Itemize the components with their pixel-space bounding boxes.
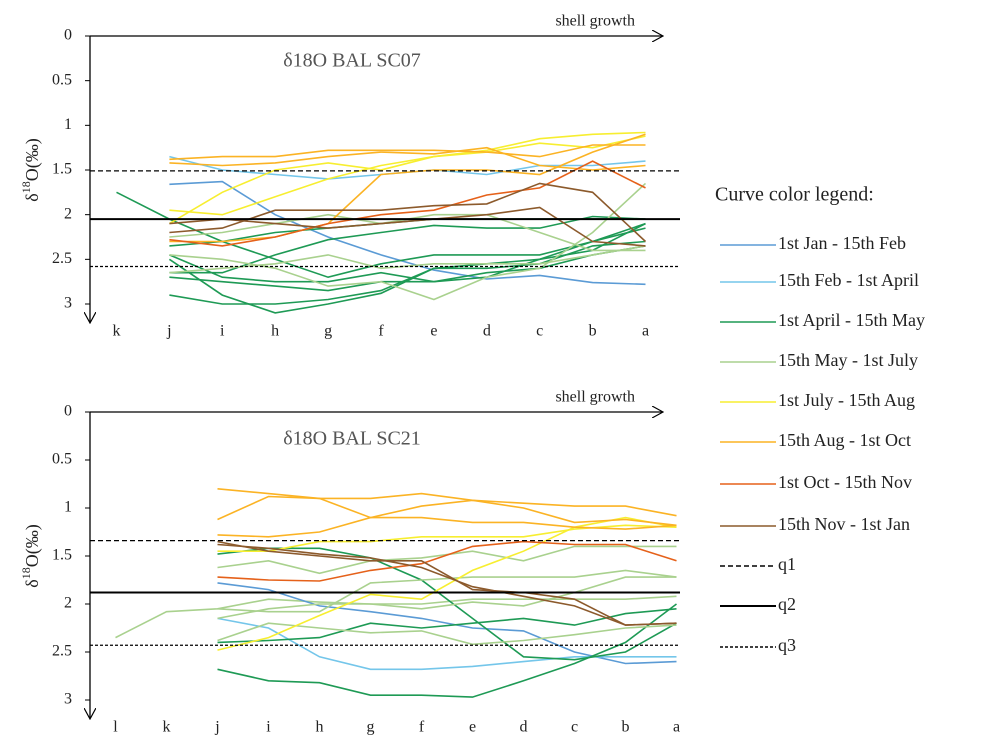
- series-line: [217, 495, 677, 527]
- y-tick-label: 1.5: [52, 547, 72, 564]
- series-line: [169, 182, 647, 301]
- series-line: [217, 516, 677, 651]
- series-line: [169, 240, 646, 305]
- y-label-sup: 18: [19, 567, 33, 579]
- x-tick-label: j: [214, 719, 219, 736]
- x-tick-label: i: [266, 719, 271, 736]
- series-line: [217, 547, 677, 661]
- series-line: [169, 160, 646, 247]
- legend-label: 1st Jan - 15th Feb: [778, 233, 906, 253]
- y-tick-label: 2.5: [52, 250, 72, 267]
- legend-label: 15th Nov - 1st Jan: [778, 514, 910, 534]
- y-axis-label: δ18O(‰): [19, 524, 43, 587]
- series-line: [115, 595, 677, 639]
- y-tick-label: 2: [64, 205, 72, 222]
- y-tick-label: 0.5: [52, 71, 72, 88]
- series-line: [217, 516, 677, 538]
- legend-label: 15th May - 1st July: [778, 350, 918, 370]
- y-tick-label: 1: [64, 499, 72, 516]
- legend-label: 1st July - 15th Aug: [778, 390, 915, 410]
- x-tick-label: d: [483, 323, 491, 340]
- legend-label: 15th Feb - 1st April: [778, 270, 919, 290]
- series-line: [217, 540, 677, 582]
- x-tick-label: f: [419, 719, 425, 736]
- x-tick-label: k: [112, 323, 120, 340]
- y-tick-label: 2.5: [52, 643, 72, 660]
- annotation: shell growth: [555, 13, 635, 30]
- x-tick-label: f: [378, 323, 384, 340]
- y-label-suffix: O(‰): [22, 138, 43, 181]
- chart-title: δ18O BAL SC07: [283, 50, 421, 72]
- legend-label: q3: [778, 635, 796, 655]
- series-line: [169, 245, 646, 283]
- x-tick-label: i: [220, 323, 225, 340]
- series-line: [169, 218, 646, 247]
- y-label-sup: 18: [19, 181, 33, 193]
- legend-label: q1: [778, 554, 796, 574]
- x-tick-label: j: [166, 323, 171, 340]
- series-line: [217, 576, 677, 620]
- x-tick-label: b: [622, 719, 630, 736]
- x-tick-label: k: [163, 719, 171, 736]
- x-tick-label: h: [271, 323, 279, 340]
- y-tick-label: 1.5: [52, 161, 72, 178]
- y-tick-label: 0: [64, 27, 72, 44]
- series-line: [217, 488, 677, 517]
- x-tick-label: g: [324, 323, 332, 340]
- series-line: [169, 133, 646, 243]
- series-line: [217, 608, 677, 644]
- legend-label: 1st April - 15th May: [778, 310, 925, 330]
- series-line: [169, 180, 646, 286]
- y-label-suffix: O(‰): [22, 524, 43, 567]
- y-tick-label: 2: [64, 595, 72, 612]
- y-axis-label: δ18O(‰): [19, 138, 43, 201]
- series-line: [168, 135, 646, 225]
- x-tick-label: g: [367, 719, 375, 736]
- y-tick-label: 0: [64, 403, 72, 420]
- x-tick-label: c: [536, 323, 543, 340]
- y-tick-label: 0.5: [52, 451, 72, 468]
- annotation: shell growth: [555, 389, 635, 406]
- series-line: [169, 206, 646, 247]
- x-tick-label: d: [520, 719, 528, 736]
- x-tick-label: e: [430, 323, 437, 340]
- series-line: [217, 617, 677, 671]
- x-tick-label: h: [316, 719, 324, 736]
- series-line: [217, 524, 677, 552]
- x-tick-label: a: [673, 719, 680, 736]
- x-tick-label: b: [589, 323, 597, 340]
- x-tick-label: a: [642, 323, 649, 340]
- y-label-prefix: δ: [22, 193, 42, 201]
- y-tick-label: 3: [64, 691, 72, 708]
- series-line: [169, 144, 646, 161]
- legend-label: 15th Aug - 1st Oct: [778, 430, 911, 450]
- x-tick-label: e: [469, 719, 476, 736]
- series-line: [217, 540, 677, 626]
- series-line: [217, 603, 677, 698]
- series-line: [169, 146, 646, 171]
- y-label-prefix: δ: [22, 579, 42, 587]
- x-tick-label: l: [113, 719, 118, 736]
- series-line: [217, 543, 677, 626]
- legend-label: q2: [778, 594, 796, 614]
- y-tick-label: 1: [64, 116, 72, 133]
- x-tick-label: c: [571, 719, 578, 736]
- series-line: [217, 582, 677, 665]
- series-line: [217, 569, 677, 613]
- legend-label: 1st Oct - 15th Nov: [778, 472, 912, 492]
- series-line: [217, 622, 677, 646]
- series-line: [168, 222, 646, 314]
- y-tick-label: 3: [64, 295, 72, 312]
- legend-title: Curve color legend:: [715, 184, 874, 206]
- series-line: [169, 131, 646, 216]
- chart-title: δ18O BAL SC21: [283, 428, 421, 450]
